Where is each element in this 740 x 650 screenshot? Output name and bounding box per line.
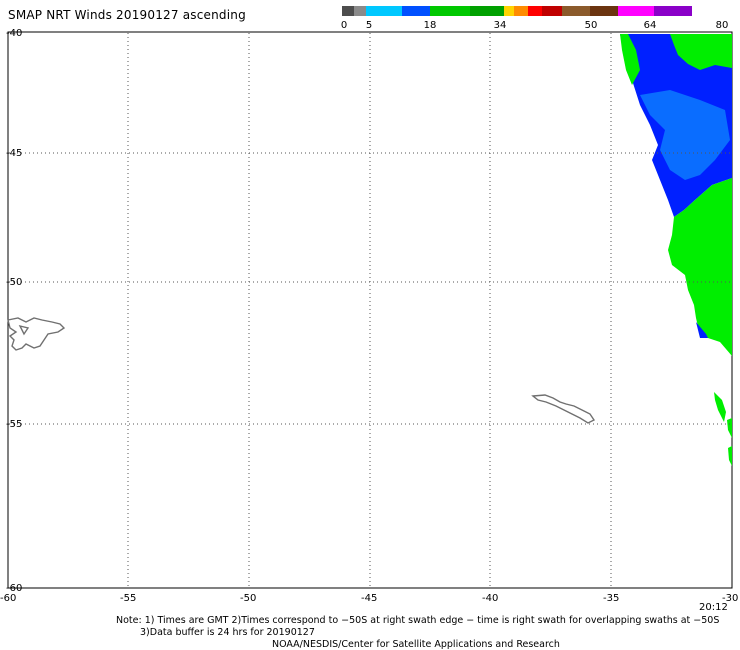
wind-region-green-left [620, 34, 640, 85]
color-scale-segment [504, 6, 514, 16]
swath-time-label: 20:12 [699, 602, 728, 613]
color-scale-label: 64 [643, 20, 657, 31]
latitude-labels: -40 -45 -50 -55 -60 [6, 28, 22, 594]
note-line-1: Note: 1) Times are GMT 2)Times correspon… [116, 615, 720, 626]
wind-region-green-patch3 [728, 446, 732, 466]
map-title: SMAP NRT Winds 20190127 ascending [8, 8, 246, 22]
south-georgia [531, 394, 596, 424]
lon-label-6: -30 [722, 593, 738, 604]
color-scale-label: 34 [493, 20, 507, 31]
color-scale-segment [528, 6, 542, 16]
color-scale-segment [590, 6, 618, 16]
color-scale-segment [542, 6, 562, 16]
wind-swath [620, 34, 732, 466]
color-scale-segment [366, 6, 402, 16]
falkland-islands [7, 317, 66, 351]
color-scale-segment [562, 6, 590, 16]
lat-label-4: -60 [6, 583, 22, 594]
color-scale-label: 50 [584, 20, 598, 31]
color-scale-segment [654, 6, 692, 16]
lat-label-2: -50 [6, 277, 22, 288]
color-scale-segment [514, 6, 528, 16]
note-line-3: NOAA/NESDIS/Center for Satellite Applica… [272, 639, 560, 650]
lon-label-3: -45 [361, 593, 377, 604]
color-scale-segment [402, 6, 430, 16]
color-scale-segment [430, 6, 470, 16]
lon-label-0: -60 [0, 593, 16, 604]
lon-label-5: -35 [603, 593, 619, 604]
wind-speed-color-scale [342, 6, 730, 16]
wind-region-green-lower [668, 178, 732, 356]
wind-region-green-patch2 [727, 418, 732, 438]
color-scale-label: 0 [340, 20, 348, 31]
wind-region-green-topright [670, 34, 732, 70]
note-line-2: 3)Data buffer is 24 hrs for 20190127 [140, 627, 315, 638]
wind-region-blue-sliver [696, 322, 708, 338]
wind-region-lightblue [640, 90, 730, 180]
graticule [9, 33, 731, 587]
color-scale-segment [342, 6, 354, 16]
color-scale-segment [470, 6, 504, 16]
longitude-labels: -60 -55 -50 -45 -40 -35 -30 [0, 593, 738, 604]
wind-region-green-patch1 [714, 392, 726, 422]
lat-label-1: -45 [6, 148, 22, 159]
lon-label-4: -40 [482, 593, 498, 604]
color-scale-label: 80 [715, 20, 729, 31]
land-outlines [7, 317, 596, 424]
lat-label-3: -55 [6, 419, 22, 430]
color-scale-segment [354, 6, 366, 16]
lon-label-1: -55 [120, 593, 136, 604]
color-scale-label: 18 [423, 20, 437, 31]
color-scale-label: 5 [365, 20, 373, 31]
color-scale-segment [618, 6, 654, 16]
lat-label-0: -40 [6, 28, 22, 39]
lon-label-2: -50 [240, 593, 256, 604]
